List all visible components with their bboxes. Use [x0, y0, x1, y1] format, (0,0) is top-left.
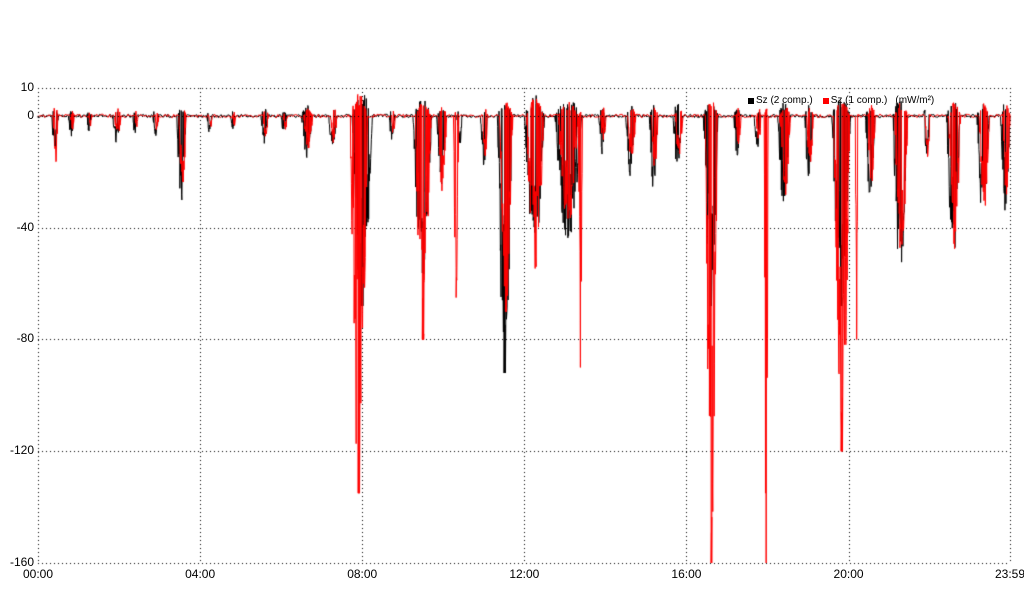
y-tick-label: -80	[2, 331, 34, 345]
y-tick-label: 10	[2, 80, 34, 94]
x-tick-label: 23:59	[995, 567, 1024, 581]
y-tick-label: 0	[2, 108, 34, 122]
x-tick-label: 16:00	[671, 567, 701, 581]
legend-label-2: Sz (1 comp.)	[831, 95, 888, 106]
timeseries-chart: 10 0 -40 -80 -120 -160 00:00 04:00 08:00…	[0, 0, 1024, 613]
x-tick-label: 04:00	[185, 567, 215, 581]
legend-unit: (mW/m²)	[895, 95, 934, 106]
legend-swatch-1	[748, 98, 754, 104]
x-tick-label: 00:00	[23, 567, 53, 581]
legend-swatch-2	[823, 98, 829, 104]
legend: Sz (2 comp.) Sz (1 comp.) (mW/m²)	[748, 95, 934, 106]
x-tick-label: 12:00	[509, 567, 539, 581]
x-tick-label: 20:00	[834, 567, 864, 581]
y-tick-label: -40	[2, 220, 34, 234]
x-tick-label: 08:00	[347, 567, 377, 581]
legend-label-1: Sz (2 comp.)	[756, 95, 813, 106]
y-tick-label: -120	[2, 443, 34, 457]
plot-canvas	[0, 0, 1024, 613]
